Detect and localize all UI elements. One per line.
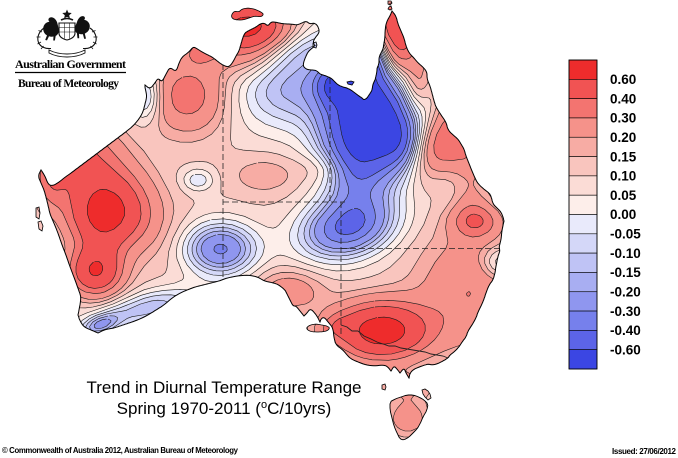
svg-text:-0.30: -0.30: [610, 304, 641, 319]
svg-text:-0.10: -0.10: [610, 246, 641, 261]
svg-text:0.20: 0.20: [610, 130, 636, 145]
svg-text:Spring 1970-2011 (oC/10yrs): Spring 1970-2011 (oC/10yrs): [117, 399, 332, 418]
svg-text:0.15: 0.15: [610, 149, 637, 164]
svg-text:Bureau of Meteorology: Bureau of Meteorology: [18, 78, 119, 90]
svg-text:-0.15: -0.15: [610, 265, 641, 280]
svg-text:-0.40: -0.40: [610, 323, 641, 338]
svg-text:-0.60: -0.60: [610, 342, 641, 357]
svg-text:0.10: 0.10: [610, 169, 636, 184]
svg-text:-0.20: -0.20: [610, 284, 641, 299]
svg-text:0.00: 0.00: [610, 207, 636, 222]
svg-text:0.40: 0.40: [610, 91, 636, 106]
svg-text:Australian Government: Australian Government: [15, 57, 126, 71]
svg-text:0.60: 0.60: [610, 72, 636, 87]
svg-text:0.05: 0.05: [610, 188, 637, 203]
svg-text:© Commonwealth of Australia 20: © Commonwealth of Australia 2012, Austra…: [2, 446, 239, 455]
svg-text:-0.05: -0.05: [610, 227, 641, 242]
svg-text:Trend in Diurnal Temperature R: Trend in Diurnal Temperature Range: [87, 378, 362, 397]
svg-text:Issued: 27/06/2012: Issued: 27/06/2012: [612, 447, 677, 456]
svg-text:0.30: 0.30: [610, 111, 636, 126]
